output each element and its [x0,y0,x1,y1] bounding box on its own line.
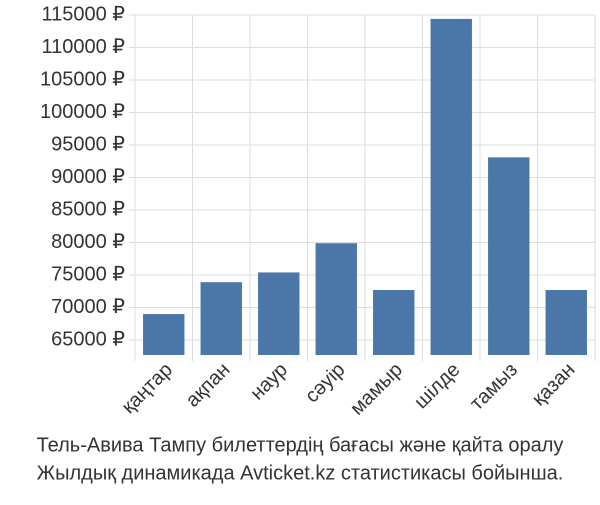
y-tick-label: 115000 ₽ [41,3,125,25]
x-tick-label: тамыз [466,359,522,415]
x-tick-label: қазан [528,359,580,411]
y-tick-label: 105000 ₽ [40,68,125,90]
y-tick-label: 85000 ₽ [51,198,125,220]
y-tick-label: 75000 ₽ [51,263,125,285]
bar [143,314,185,355]
y-tick-label: 110000 ₽ [41,36,125,58]
y-tick-label: 65000 ₽ [51,328,125,350]
x-tick-label: сәуір [301,359,350,408]
caption-line: Тель-Авива Тампу билеттердің бағасы және… [37,434,564,456]
bar [200,282,242,355]
y-tick-label: 80000 ₽ [51,231,125,253]
y-tick-label: 70000 ₽ [51,296,125,318]
y-tick-label: 95000 ₽ [51,133,125,155]
y-tick-label: 90000 ₽ [51,166,125,188]
y-tick-label: 100000 ₽ [40,101,125,123]
x-tick-label: шілде [410,359,464,413]
x-tick-label: наур [246,359,292,405]
bar [315,243,357,355]
x-tick-label: ақпан [182,359,235,412]
bar [373,289,415,355]
bar [430,18,472,355]
bar [545,289,587,355]
x-tick-label: мамыр [346,359,407,420]
x-tick-label: қаңтар [118,359,177,418]
caption-line: Жылдық динамикада Avticket.kz статистика… [37,462,564,484]
bar [488,157,530,355]
bar [258,272,300,355]
